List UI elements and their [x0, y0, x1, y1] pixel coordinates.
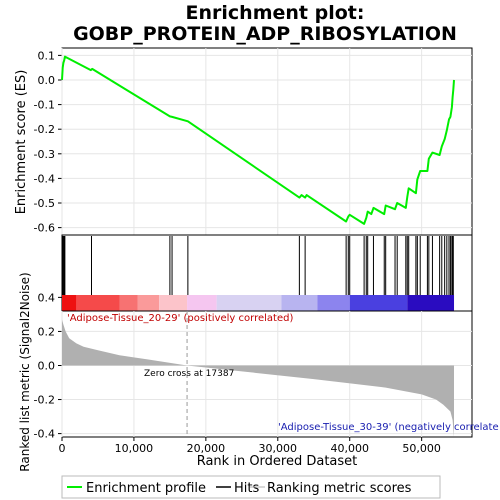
es-y-tick-label: 0.0: [38, 74, 56, 87]
es-y-axis-label: Enrichment score (ES): [14, 70, 29, 215]
hits-panel: [61, 234, 473, 312]
x-axis: 0 10,000 20,000 30,000 40,000 50,000: [59, 437, 441, 455]
rank-gradient-segment: [317, 295, 350, 311]
metric-y-tick-label: -0.4: [34, 428, 55, 441]
metric-y-tick-label: 0.4: [38, 291, 56, 304]
es-y-tick-label: -0.5: [34, 197, 55, 210]
rank-gradient-segment: [137, 295, 160, 311]
rank-gradient-segment: [119, 295, 138, 311]
es-y-tick-label: 0.1: [38, 49, 56, 62]
chart-title-line2: GOBP_PROTEIN_ADP_RIBOSYLATION: [73, 23, 457, 45]
rank-gradient-segment: [159, 295, 188, 311]
x-tick-label: 30,000: [259, 442, 298, 455]
rank-gradient-segment: [62, 295, 77, 311]
negative-correlation-label: 'Adipose-Tissue_30-39' (negatively corre…: [278, 422, 499, 433]
chart-title-line1: Enrichment plot:: [186, 2, 365, 24]
legend-hits-label: Hits: [234, 481, 259, 496]
x-tick-label: 10,000: [115, 442, 154, 455]
es-plot-frame: [61, 47, 473, 236]
x-axis-label: Rank in Ordered Dataset: [197, 454, 358, 469]
es-y-tick-label: -0.1: [34, 99, 55, 112]
legend-enrichment-label: Enrichment profile: [86, 481, 206, 496]
rank-gradient-segment: [187, 295, 217, 311]
legend: Enrichment profile Hits Ranking metric s…: [61, 475, 441, 499]
rank-gradient-segment: [281, 295, 318, 311]
es-y-tick-label: -0.6: [34, 222, 55, 235]
rank-gradient-segment: [216, 295, 282, 311]
zero-cross-label: Zero cross at 17387: [144, 369, 234, 379]
legend-ranking-label: Ranking metric scores: [267, 481, 412, 496]
es-y-tick-label: -0.3: [34, 148, 55, 161]
x-tick-label: 0: [59, 442, 66, 455]
positive-correlation-label: 'Adipose-Tissue_20-29' (positively corre…: [67, 313, 293, 324]
es-panel: 0.1 0.0 -0.1 -0.2 -0.3 -0.4 -0.5 -0.6: [34, 47, 473, 236]
metric-y-tick-label: 0.2: [38, 325, 56, 338]
metric-y-axis-label: Ranked list metric (Signal2Noise): [18, 272, 32, 471]
metric-panel: 0.4 0.2 0.0 -0.2 -0.4: [34, 291, 473, 441]
es-y-tick-label: -0.4: [34, 172, 55, 185]
enrichment-profile-line: [61, 55, 455, 225]
x-tick-label: 20,000: [187, 442, 226, 455]
metric-y-tick-label: 0.0: [38, 359, 56, 372]
es-y-tick-label: -0.2: [34, 123, 55, 136]
rank-gradient-segment: [349, 295, 408, 311]
rank-gradient-segment: [76, 295, 120, 311]
x-tick-label: 40,000: [330, 442, 369, 455]
metric-y-tick-label: -0.2: [34, 394, 55, 407]
x-tick-label: 50,000: [402, 442, 441, 455]
ranking-metric-area: [62, 319, 454, 437]
rank-gradient-segment: [407, 295, 455, 311]
